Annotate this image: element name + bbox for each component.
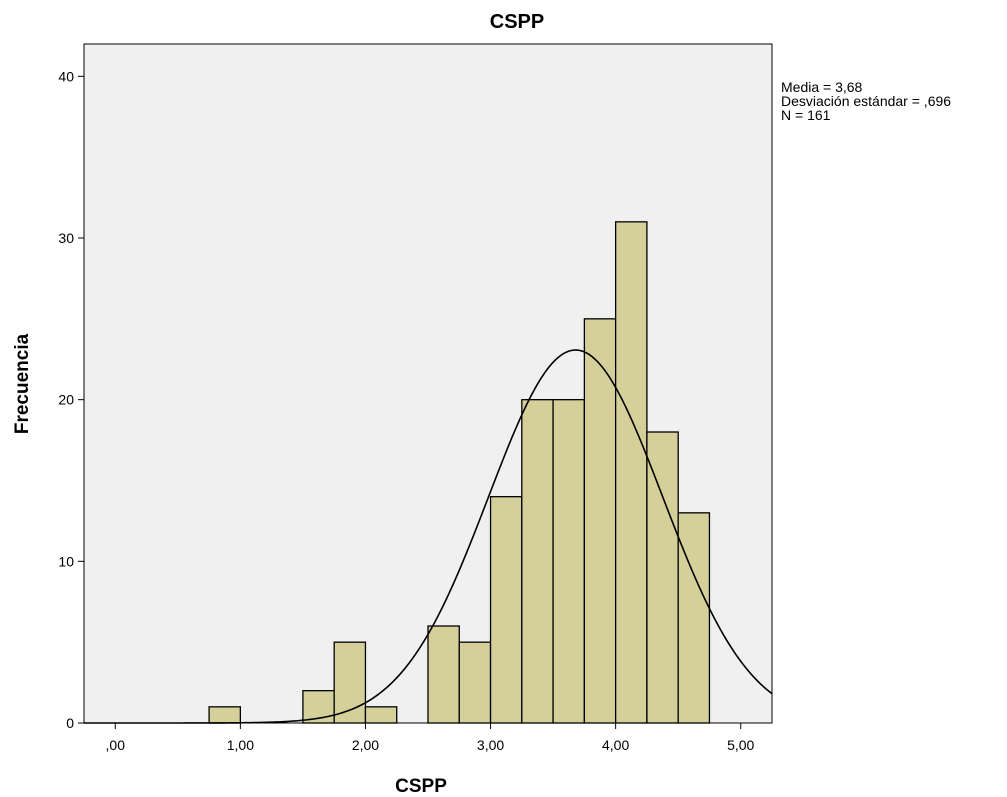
x-axis-label: CSPP bbox=[395, 776, 447, 797]
histogram-bar bbox=[209, 707, 240, 723]
chart-title: CSPP bbox=[490, 11, 544, 33]
histogram-bar bbox=[678, 513, 709, 723]
x-tick-label: 2,00 bbox=[352, 737, 379, 753]
histogram-bar bbox=[365, 707, 396, 723]
y-tick-label: 20 bbox=[58, 392, 74, 408]
x-tick-label: ,00 bbox=[106, 737, 126, 753]
histogram-bar bbox=[459, 642, 490, 723]
stats-box: Media = 3,68 Desviación estándar = ,696 … bbox=[781, 79, 951, 123]
stat-n: N = 161 bbox=[781, 107, 831, 123]
x-tick-label: 1,00 bbox=[227, 737, 254, 753]
x-tick-label: 5,00 bbox=[727, 737, 754, 753]
histogram-bar bbox=[522, 400, 553, 723]
x-tick-label: 4,00 bbox=[602, 737, 629, 753]
histogram-bar bbox=[647, 432, 678, 723]
x-tick-label: 3,00 bbox=[477, 737, 504, 753]
y-tick-label: 30 bbox=[58, 230, 74, 246]
histogram-bar bbox=[616, 222, 647, 723]
histogram-bar bbox=[428, 626, 459, 723]
histogram-bar bbox=[491, 497, 522, 723]
y-axis-label: Frecuencia bbox=[12, 333, 33, 434]
y-axis: 0 10 20 30 40 bbox=[58, 68, 84, 731]
x-axis: ,00 1,00 2,00 3,00 4,00 5,00 bbox=[106, 723, 755, 753]
histogram-bar bbox=[553, 400, 584, 723]
y-tick-label: 40 bbox=[58, 68, 74, 84]
y-tick-label: 0 bbox=[66, 715, 74, 731]
y-tick-label: 10 bbox=[58, 553, 74, 569]
